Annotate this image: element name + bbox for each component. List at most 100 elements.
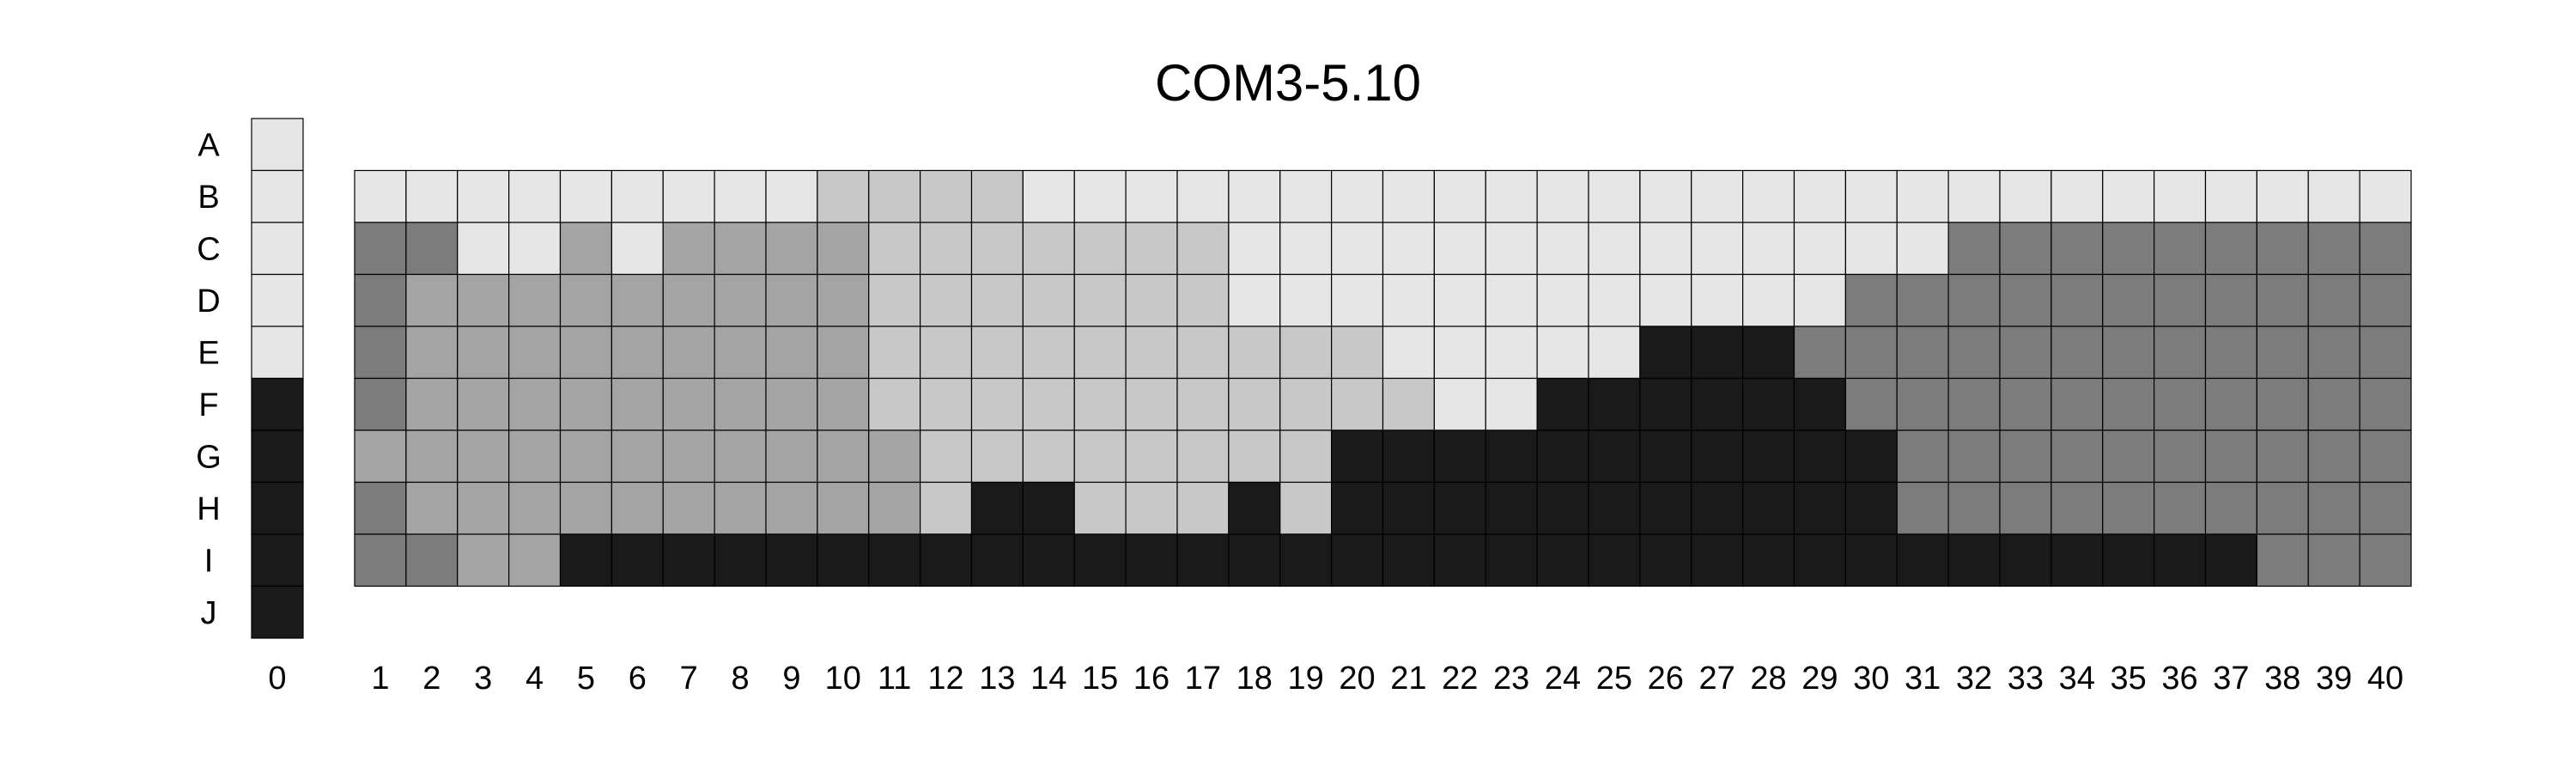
heatmap-cell-I17 bbox=[1176, 533, 1230, 587]
heatmap-cell-F19 bbox=[1279, 377, 1333, 431]
heatmap-cell-I5 bbox=[559, 533, 612, 587]
heatmap-cell-B13 bbox=[970, 169, 1024, 223]
heatmap-cell-B37 bbox=[2204, 169, 2257, 223]
heatmap-cell-E40 bbox=[2359, 326, 2412, 380]
row-label-D: D bbox=[197, 283, 220, 320]
heatmap-cell-H21 bbox=[1382, 481, 1435, 535]
heatmap-cell-G37 bbox=[2204, 429, 2257, 484]
heatmap-cell-H27 bbox=[1691, 481, 1744, 535]
heatmap-cell-F3 bbox=[457, 377, 510, 431]
heatmap-cell-G26 bbox=[1639, 429, 1692, 484]
column-label-40: 40 bbox=[2367, 660, 2403, 697]
heatmap-cell-I4 bbox=[508, 533, 562, 587]
heatmap-cell-G12 bbox=[920, 429, 973, 484]
heatmap-cell-G38 bbox=[2256, 429, 2309, 484]
heatmap-cell-D9 bbox=[765, 273, 818, 327]
heatmap-cell-G35 bbox=[2102, 429, 2155, 484]
heatmap-cell-C29 bbox=[1793, 222, 1846, 276]
heatmap-cell-E19 bbox=[1279, 326, 1333, 380]
heatmap-cell-I12 bbox=[920, 533, 973, 587]
heatmap-cell-E38 bbox=[2256, 326, 2309, 380]
heatmap-cell-D21 bbox=[1382, 273, 1435, 327]
heatmap-cell-I28 bbox=[1742, 533, 1795, 587]
heatmap-cell-E17 bbox=[1176, 326, 1230, 380]
heatmap-cell-B7 bbox=[662, 169, 715, 223]
heatmap-cell-D3 bbox=[457, 273, 510, 327]
heatmap-cell-H16 bbox=[1125, 481, 1178, 535]
heatmap-cell-B2 bbox=[405, 169, 459, 223]
heatmap-cell-G24 bbox=[1536, 429, 1589, 484]
heatmap-cell-G20 bbox=[1331, 429, 1384, 484]
heatmap-cell-E39 bbox=[2307, 326, 2360, 380]
heatmap-cell-F35 bbox=[2102, 377, 2155, 431]
row-label-I: I bbox=[204, 543, 214, 579]
heatmap-cell-B9 bbox=[765, 169, 818, 223]
heatmap-cell-I33 bbox=[1999, 533, 2052, 587]
column-label-20: 20 bbox=[1339, 660, 1375, 697]
heatmap-cell-D19 bbox=[1279, 273, 1333, 327]
heatmap-cell-B30 bbox=[1844, 169, 1898, 223]
heatmap-cell-F22 bbox=[1433, 377, 1486, 431]
column-label-17: 17 bbox=[1185, 660, 1221, 697]
heatmap-cell-C38 bbox=[2256, 222, 2309, 276]
heatmap-cell-H7 bbox=[662, 481, 715, 535]
heatmap-cell-I2 bbox=[405, 533, 459, 587]
heatmap-cell-E37 bbox=[2204, 326, 2257, 380]
heatmap-cell-I13 bbox=[970, 533, 1024, 587]
heatmap-cell-I22 bbox=[1433, 533, 1486, 587]
column-label-12: 12 bbox=[927, 660, 963, 697]
heatmap-cell-I10 bbox=[817, 533, 870, 587]
column-label-28: 28 bbox=[1750, 660, 1786, 697]
heatmap-cell-H14 bbox=[1022, 481, 1075, 535]
heatmap-cell-E6 bbox=[611, 326, 664, 380]
heatmap-cell-G36 bbox=[2154, 429, 2207, 484]
heatmap-cell-C21 bbox=[1382, 222, 1435, 276]
heatmap-cell-C28 bbox=[1742, 222, 1795, 276]
heatmap-cell-C0 bbox=[251, 222, 304, 276]
heatmap-cell-F21 bbox=[1382, 377, 1435, 431]
heatmap-cell-H31 bbox=[1896, 481, 1949, 535]
heatmap-cell-B28 bbox=[1742, 169, 1795, 223]
heatmap-cell-B40 bbox=[2359, 169, 2412, 223]
heatmap-cell-D8 bbox=[714, 273, 767, 327]
heatmap-cell-G15 bbox=[1073, 429, 1127, 484]
heatmap-cell-G2 bbox=[405, 429, 459, 484]
column-label-35: 35 bbox=[2111, 660, 2147, 697]
heatmap-cell-C2 bbox=[405, 222, 459, 276]
heatmap-cell-H4 bbox=[508, 481, 562, 535]
column-label-22: 22 bbox=[1442, 660, 1478, 697]
column-label-3: 3 bbox=[474, 660, 492, 697]
heatmap-cell-D31 bbox=[1896, 273, 1949, 327]
heatmap-cell-D11 bbox=[868, 273, 921, 327]
heatmap-cell-I16 bbox=[1125, 533, 1178, 587]
heatmap-cell-C26 bbox=[1639, 222, 1692, 276]
heatmap-cell-H38 bbox=[2256, 481, 2309, 535]
row-label-E: E bbox=[197, 335, 219, 371]
heatmap-cell-E30 bbox=[1844, 326, 1898, 380]
heatmap-cell-H0 bbox=[251, 481, 304, 535]
heatmap-cell-D22 bbox=[1433, 273, 1486, 327]
heatmap-cell-G0 bbox=[251, 429, 304, 484]
heatmap-cell-D39 bbox=[2307, 273, 2360, 327]
heatmap-cell-I6 bbox=[611, 533, 664, 587]
heatmap-cell-D13 bbox=[970, 273, 1024, 327]
heatmap-cell-D7 bbox=[662, 273, 715, 327]
heatmap-cell-D40 bbox=[2359, 273, 2412, 327]
heatmap-cell-E5 bbox=[559, 326, 612, 380]
heatmap-cell-G13 bbox=[970, 429, 1024, 484]
heatmap-cell-C10 bbox=[817, 222, 870, 276]
heatmap-cell-I15 bbox=[1073, 533, 1127, 587]
heatmap-cell-D25 bbox=[1588, 273, 1641, 327]
heatmap-cell-B26 bbox=[1639, 169, 1692, 223]
heatmap-cell-E29 bbox=[1793, 326, 1846, 380]
heatmap-cell-D28 bbox=[1742, 273, 1795, 327]
column-label-34: 34 bbox=[2059, 660, 2095, 697]
heatmap-cell-E18 bbox=[1228, 326, 1281, 380]
heatmap-cell-I8 bbox=[714, 533, 767, 587]
column-label-33: 33 bbox=[2008, 660, 2044, 697]
heatmap-cell-H29 bbox=[1793, 481, 1846, 535]
heatmap-cell-E23 bbox=[1485, 326, 1538, 380]
heatmap-cell-E36 bbox=[2154, 326, 2207, 380]
row-label-C: C bbox=[197, 231, 220, 267]
